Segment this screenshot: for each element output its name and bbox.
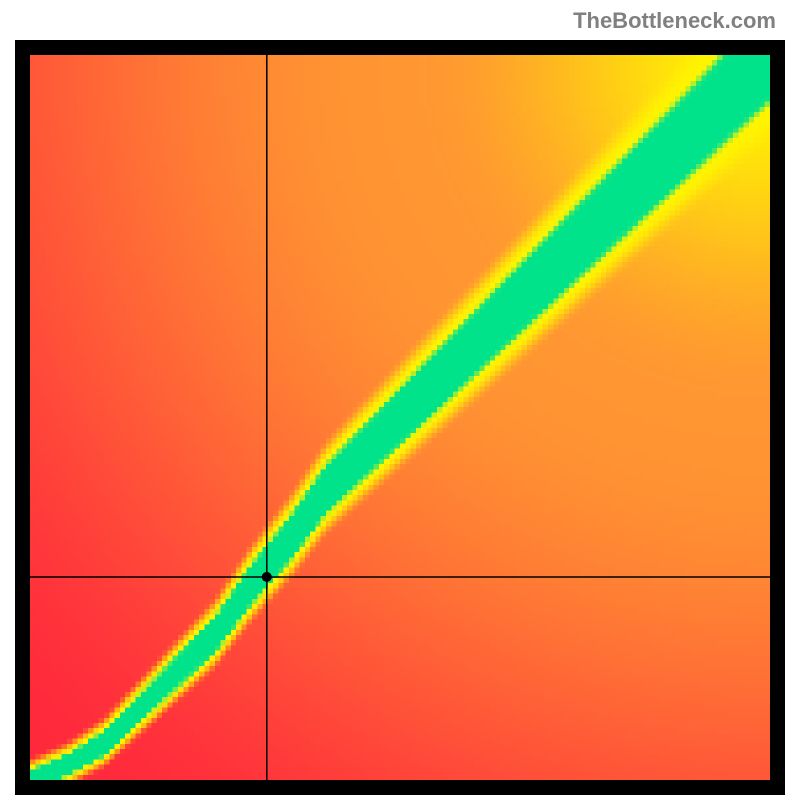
chart-container: TheBottleneck.com (0, 0, 800, 800)
crosshair-overlay (30, 55, 770, 780)
watermark-text: TheBottleneck.com (573, 8, 776, 34)
